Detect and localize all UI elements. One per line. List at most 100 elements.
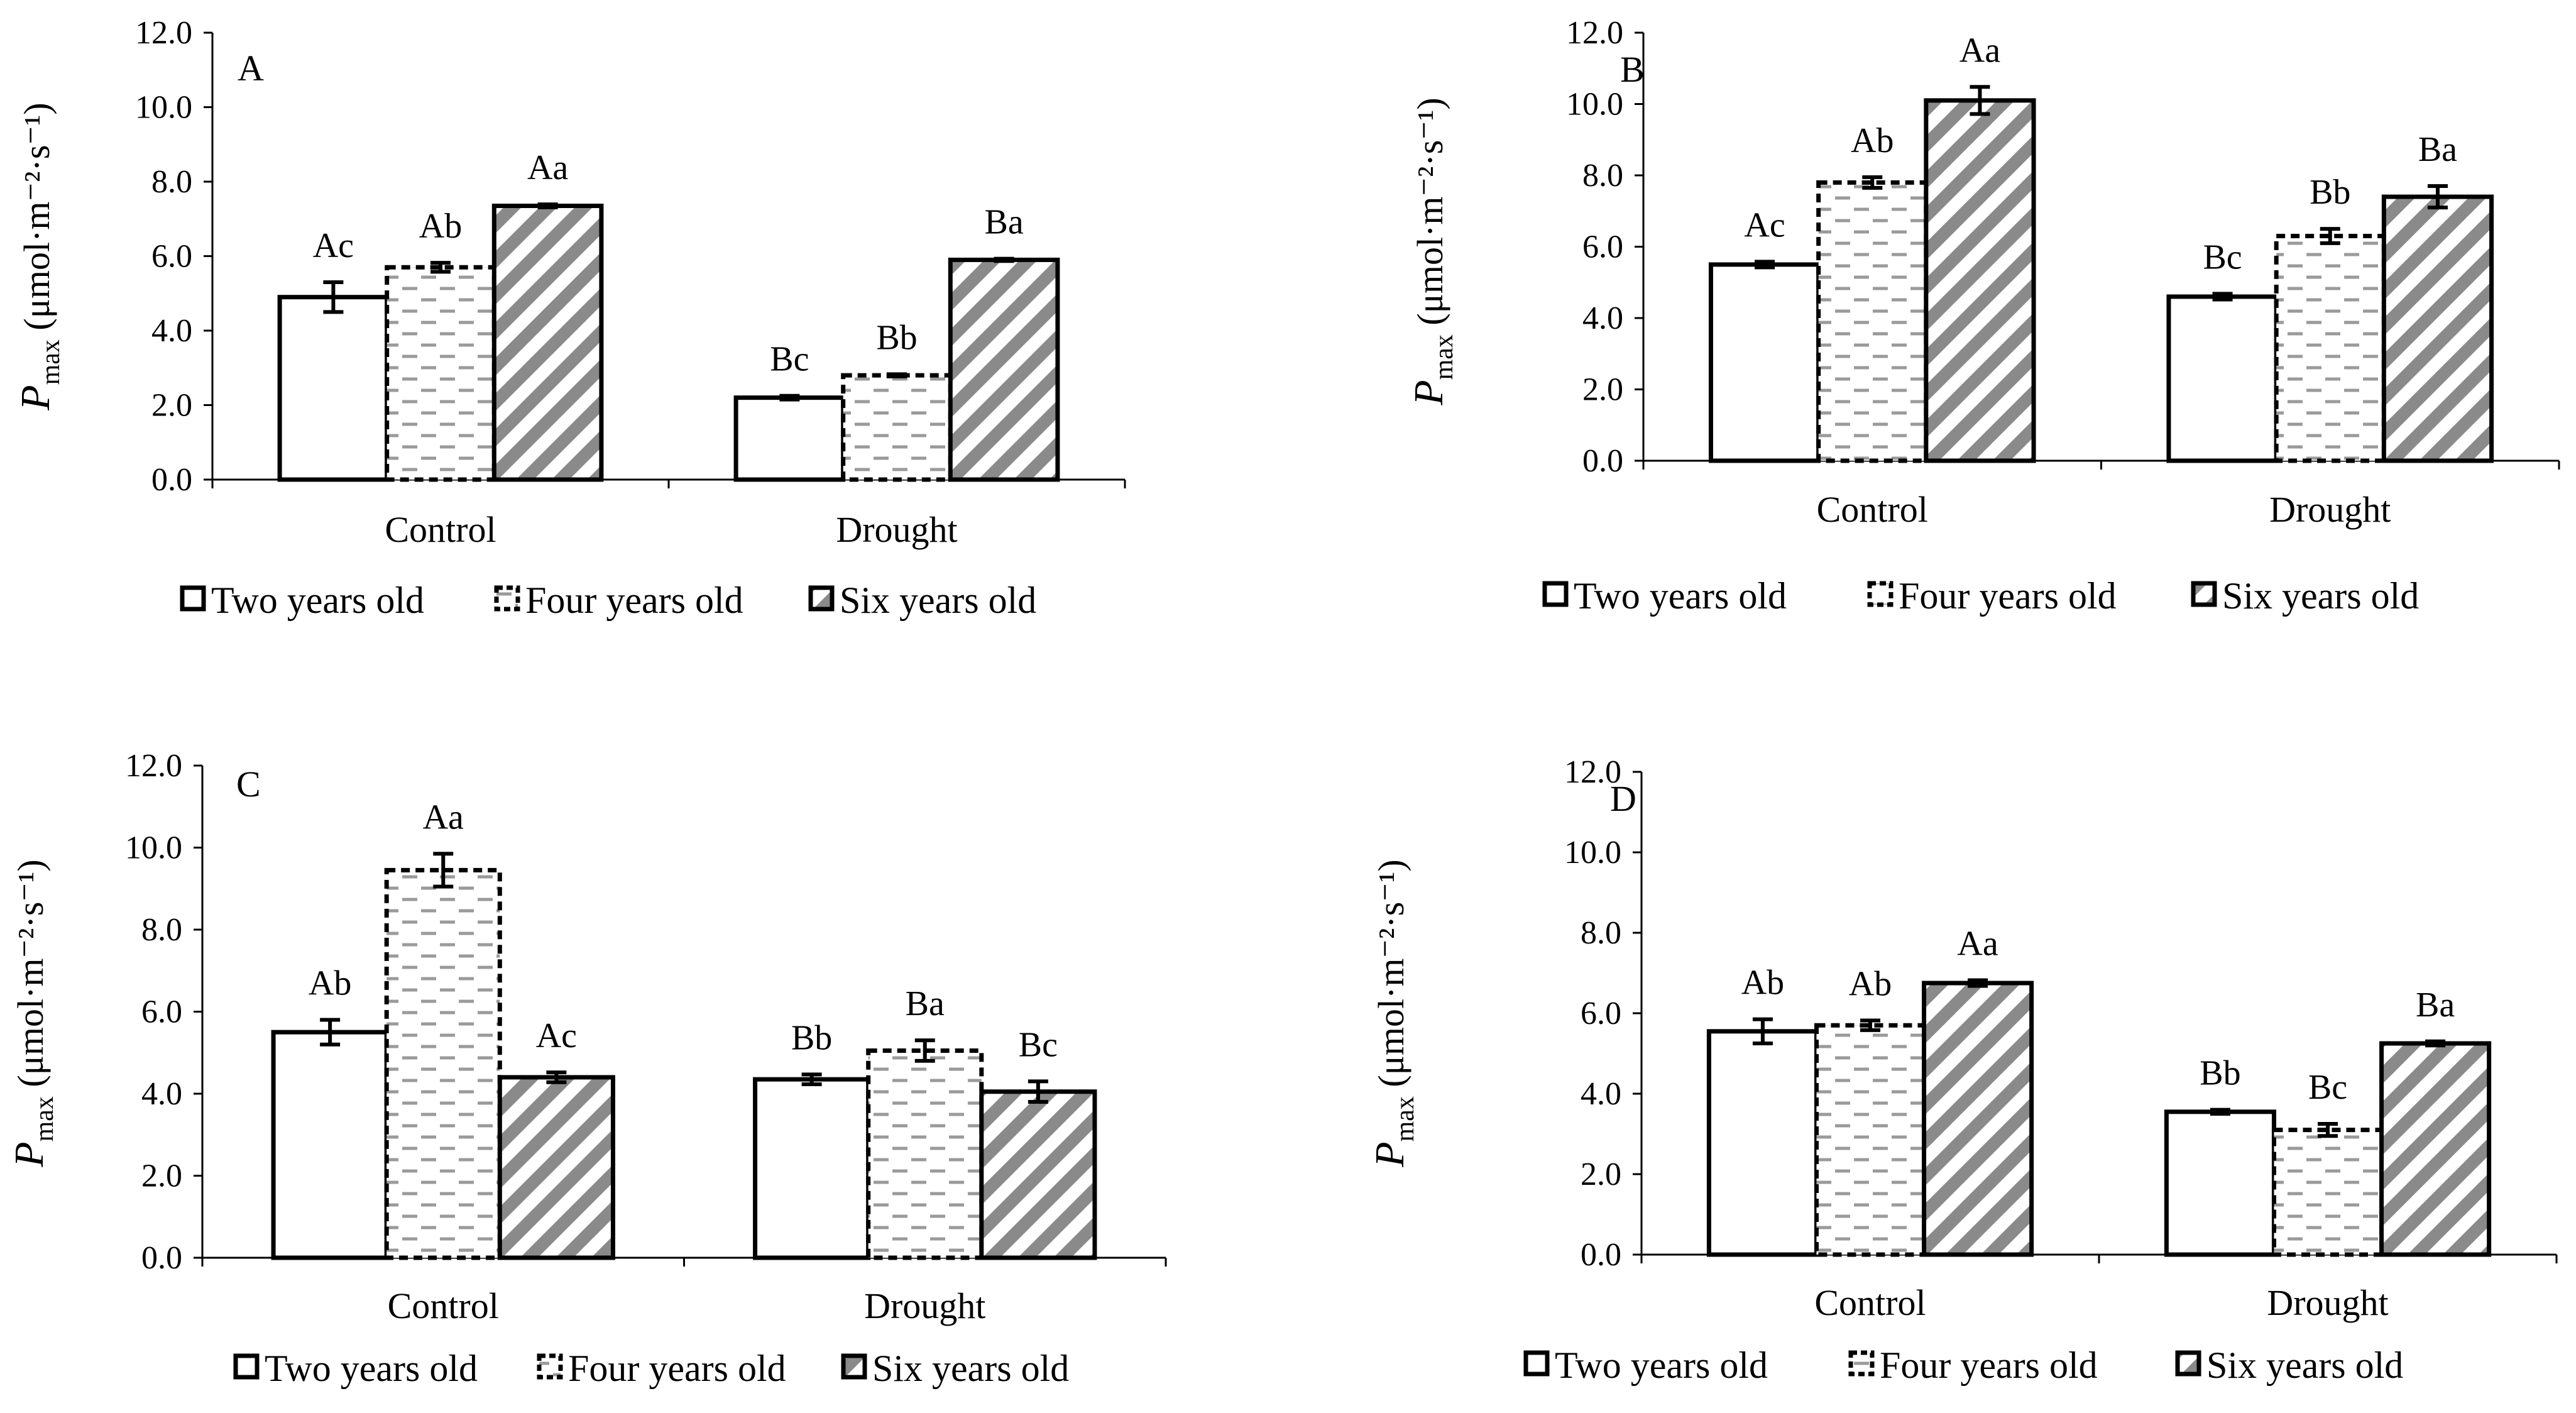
bar-a-control-four <box>385 265 496 482</box>
significance-label: Aa <box>527 148 568 187</box>
y-tick-label: 8.0 <box>1582 158 1623 194</box>
y-tick-label: 2.0 <box>1582 372 1623 408</box>
y-tick-label: 8.0 <box>151 164 192 200</box>
significance-label: Ab <box>1849 965 1892 1004</box>
y-tick-label: 2.0 <box>151 388 192 424</box>
significance-label: Aa <box>423 798 464 837</box>
panel-letter: D <box>1610 778 1636 819</box>
legend-swatch-four <box>1848 1350 1875 1377</box>
panel-letter: B <box>1620 49 1645 90</box>
legend-swatch-six <box>2175 1350 2201 1377</box>
y-tick-label: 12.0 <box>125 748 182 784</box>
bar-a-control-two <box>277 295 390 482</box>
y-tick-label: 4.0 <box>1582 300 1623 336</box>
bar-b-drought-six <box>2381 194 2494 463</box>
y-tick-label: 12.0 <box>1566 15 1623 51</box>
significance-label: Bb <box>2310 173 2350 212</box>
legend-label-two: Two years old <box>1574 575 1787 617</box>
bar-c-drought-two <box>753 1077 871 1260</box>
significance-label: Bc <box>770 340 809 379</box>
significance-label: Bb <box>2200 1054 2240 1093</box>
bar-d-control-four <box>1814 1023 1927 1257</box>
bar-c-control-two <box>271 1030 389 1260</box>
legend: Two years old Four years old Six years old <box>1542 575 2419 617</box>
chart-panel-a: 0.0 2.0 4.0 6.0 8.0 10.0 12.0 A Pmax (μmol·m⁻²·s… <box>13 15 1126 621</box>
significance-label: Ba <box>985 203 1024 242</box>
legend-label-two: Two years old <box>1555 1344 1768 1386</box>
legend-swatch-two <box>1523 1350 1550 1377</box>
x-category-label: Control <box>1817 489 1928 530</box>
significance-label: Ab <box>1851 121 1894 160</box>
bar-c-control-four <box>384 867 502 1260</box>
legend-swatch-two <box>180 585 206 612</box>
significance-label: Ab <box>419 207 462 246</box>
legend-label-two: Two years old <box>265 1348 478 1389</box>
bar-c-drought-six <box>979 1089 1097 1260</box>
chart-panel-c: 0.0 2.0 4.0 6.0 8.0 10.0 12.0 C Pmax (μmol·m⁻²·s… <box>6 748 1167 1389</box>
x-category-label: Control <box>1814 1282 1926 1323</box>
y-tick-label: 10.0 <box>1566 87 1623 123</box>
x-category-label: Drought <box>864 1285 985 1326</box>
bar-b-drought-four <box>2274 233 2386 463</box>
bar-d-drought-six <box>2379 1041 2492 1257</box>
y-axis-label: Pmax (μmol·m⁻²·s⁻¹) <box>1406 97 1459 405</box>
legend-swatch-six <box>841 1353 867 1380</box>
legend-swatch-four <box>537 1353 563 1380</box>
significance-label: Bc <box>2203 238 2242 277</box>
y-tick-label: 0.0 <box>141 1240 182 1276</box>
bar-d-drought-two <box>2164 1109 2276 1257</box>
y-tick-label: 8.0 <box>141 912 182 948</box>
legend: Two years old Four years old Six years old <box>1523 1344 2403 1386</box>
y-tick-label: 6.0 <box>141 994 182 1030</box>
bar-b-drought-two <box>2166 294 2279 463</box>
y-tick-label: 6.0 <box>1582 229 1623 265</box>
y-tick-label: 10.0 <box>135 90 192 126</box>
bar-d-control-two <box>1706 1029 1819 1257</box>
significance-label: Bb <box>876 318 917 357</box>
y-tick-label: 0.0 <box>1582 443 1623 479</box>
x-category-label: Drought <box>2267 1282 2388 1323</box>
y-tick-label: 4.0 <box>141 1076 182 1112</box>
y-axis-label: Pmax (μmol·m⁻²·s⁻¹) <box>6 859 59 1167</box>
bar-b-control-two <box>1708 262 1821 463</box>
panel-letter: C <box>236 764 261 805</box>
significance-label: Ac <box>1744 206 1785 245</box>
legend-label-six: Six years old <box>2222 575 2419 617</box>
bar-d-drought-four <box>2271 1128 2384 1257</box>
y-tick-label: 4.0 <box>1581 1076 1621 1112</box>
legend-swatch-two <box>233 1353 260 1380</box>
legend-label-four: Four years old <box>1880 1344 2098 1386</box>
y-axis-label: Pmax (μmol·m⁻²·s⁻¹) <box>1367 859 1420 1167</box>
legend-swatch-six <box>2191 581 2217 607</box>
bar-a-drought-six <box>948 257 1060 482</box>
legend-swatch-four <box>494 585 520 612</box>
y-tick-label: 2.0 <box>1581 1157 1621 1192</box>
bar-a-drought-four <box>841 373 953 482</box>
bar-b-control-four <box>1816 180 1929 463</box>
bar-a-drought-two <box>733 395 846 482</box>
y-tick-label: 2.0 <box>141 1158 182 1194</box>
y-tick-label: 12.0 <box>135 15 192 51</box>
chart-panel-b: 0.0 2.0 4.0 6.0 8.0 10.0 12.0B Pmax (μmol·m⁻²·s… <box>1406 15 2560 617</box>
significance-label: Bc <box>2308 1068 2347 1107</box>
significance-label: Ab <box>309 964 351 1003</box>
significance-label: Ba <box>906 984 945 1023</box>
legend-label-four: Four years old <box>525 580 743 621</box>
bar-c-drought-four <box>866 1048 984 1260</box>
y-tick-label: 10.0 <box>125 830 182 866</box>
significance-label: Bc <box>1019 1025 1058 1064</box>
significance-label: Ac <box>313 226 354 265</box>
y-tick-label: 4.0 <box>151 313 192 349</box>
y-tick-label: 12.0 <box>1564 754 1621 790</box>
x-category-label: Control <box>385 509 496 550</box>
significance-label: Aa <box>1957 925 1998 964</box>
y-axis-label: Pmax (μmol·m⁻²·s⁻¹) <box>13 102 65 410</box>
legend-swatch-six <box>808 585 835 612</box>
bar-b-control-six <box>1924 98 2036 463</box>
bar-d-control-six <box>1922 981 2034 1257</box>
significance-label: Aa <box>1959 31 2000 70</box>
x-category-label: Control <box>388 1285 499 1326</box>
legend-swatch-two <box>1542 581 1569 607</box>
bar-a-control-six <box>491 204 604 482</box>
